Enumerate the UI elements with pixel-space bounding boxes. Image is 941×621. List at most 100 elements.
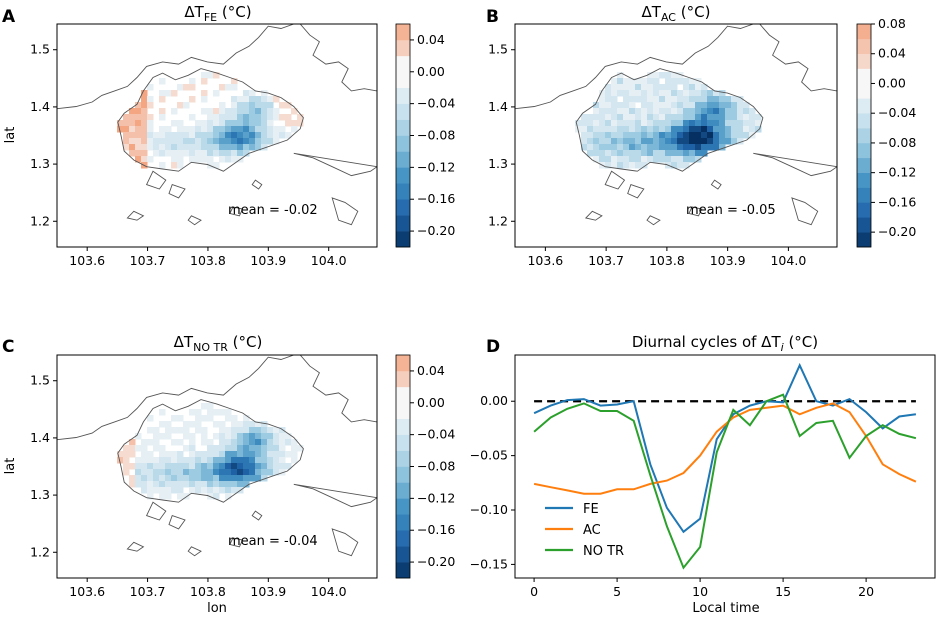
- heatmap-cell: [153, 481, 160, 488]
- heatmap-cell: [665, 126, 672, 133]
- heatmap-cell: [123, 457, 130, 464]
- heatmap-cell: [177, 463, 184, 470]
- heatmap-cell: [671, 72, 678, 79]
- colorbar-segment: [396, 167, 410, 184]
- heatmap-cell: [201, 132, 208, 139]
- heatmap-cell: [177, 138, 184, 145]
- heatmap-cell: [159, 451, 166, 458]
- heatmap-cell: [123, 445, 130, 452]
- x-tick-label: 20: [858, 584, 874, 599]
- heatmap-cell: [641, 90, 648, 97]
- island-outline: [688, 206, 703, 217]
- heatmap-cell: [255, 457, 262, 464]
- heatmap-cell: [677, 108, 684, 115]
- heatmap-cell: [743, 126, 750, 133]
- heatmap-cell: [617, 144, 624, 151]
- x-tick-label: 103.6: [527, 253, 563, 268]
- heatmap-cell: [129, 475, 136, 482]
- heatmap-cell: [731, 102, 738, 109]
- heatmap-cell: [719, 96, 726, 103]
- heatmap-cell: [147, 439, 154, 446]
- heatmap-cell: [653, 96, 660, 103]
- heatmap-cell: [599, 90, 606, 97]
- heatmap-cell: [147, 451, 154, 458]
- heatmap-cell: [147, 463, 154, 470]
- legend-label: FE: [583, 502, 599, 517]
- heatmap-cell: [635, 114, 642, 121]
- heatmap-cell: [123, 138, 130, 145]
- heatmap-cell: [677, 114, 684, 121]
- colorbar-tick-label: 0.08: [878, 16, 906, 31]
- heatmap-cell: [665, 144, 672, 151]
- heatmap-cell: [677, 96, 684, 103]
- heatmap-cell: [611, 90, 618, 97]
- x-tick-label: 103.6: [69, 253, 105, 268]
- heatmap-cell: [147, 427, 154, 434]
- heatmap-cell: [147, 126, 154, 133]
- x-tick-label: 103.8: [190, 584, 226, 599]
- island-outline: [229, 206, 244, 217]
- heatmap-cell: [225, 132, 232, 139]
- heatmap-cell: [219, 469, 226, 476]
- heatmap-cell: [641, 102, 648, 109]
- heatmap-cell: [683, 162, 690, 169]
- y-tick-label: −0.10: [470, 502, 508, 517]
- heatmap-cell: [165, 463, 172, 470]
- heatmap-cell: [183, 445, 190, 452]
- heatmap-cell: [617, 72, 624, 79]
- heatmap-cell: [201, 120, 208, 127]
- heatmap-cell: [159, 90, 166, 97]
- heatmap-cell: [659, 138, 666, 145]
- heatmap-cell: [249, 120, 256, 127]
- heatmap-cell: [707, 120, 714, 127]
- heatmap-cell: [659, 126, 666, 133]
- heatmap-cell: [593, 114, 600, 121]
- heatmap-cell: [135, 102, 142, 109]
- island-outline: [753, 152, 837, 177]
- heatmap-cell: [635, 162, 642, 169]
- heatmap-cell: [213, 150, 220, 157]
- heatmap-cell: [231, 421, 238, 428]
- heatmap-cell: [731, 138, 738, 145]
- heatmap-cell: [725, 132, 732, 139]
- legend-label: AC: [583, 523, 601, 538]
- heatmap-cell: [153, 433, 160, 440]
- heatmap-cell: [725, 138, 732, 145]
- heatmap-cell: [617, 108, 624, 115]
- heatmap-cell: [237, 150, 244, 157]
- heatmap-cell: [225, 493, 232, 500]
- heatmap-cell: [231, 138, 238, 145]
- heatmap-cell: [689, 84, 696, 91]
- heatmap-cell: [171, 457, 178, 464]
- heatmap-cell: [725, 114, 732, 121]
- heatmap-cell: [599, 138, 606, 145]
- heatmap-cell: [201, 415, 208, 422]
- heatmap-cell: [659, 150, 666, 157]
- heatmap-cell: [201, 403, 208, 410]
- plot-frame: [56, 23, 378, 248]
- heatmap-cell: [207, 475, 214, 482]
- heatmap-cell: [171, 469, 178, 476]
- heatmap-cell: [243, 415, 250, 422]
- heatmap-cell: [267, 463, 274, 470]
- heatmap-cell: [623, 120, 630, 127]
- heatmap-cell: [225, 481, 232, 488]
- heatmap-cell: [617, 126, 624, 133]
- heatmap-cell: [165, 433, 172, 440]
- heatmap-cell: [593, 102, 600, 109]
- heatmap-cell: [243, 469, 250, 476]
- heatmap-cell: [599, 156, 606, 163]
- heatmap-cell: [237, 469, 244, 476]
- heatmap-cell: [123, 451, 130, 458]
- heatmap-cell: [183, 433, 190, 440]
- heatmap-cell: [611, 96, 618, 103]
- heatmap-cell: [231, 433, 238, 440]
- heatmap-cell: [243, 481, 250, 488]
- heatmap-cell: [225, 469, 232, 476]
- heatmap-cell: [225, 487, 232, 494]
- heatmap-cell: [159, 138, 166, 145]
- heatmap-cell: [291, 445, 298, 452]
- y-tick-label: 1.4: [30, 99, 50, 114]
- heatmap-cell: [207, 463, 214, 470]
